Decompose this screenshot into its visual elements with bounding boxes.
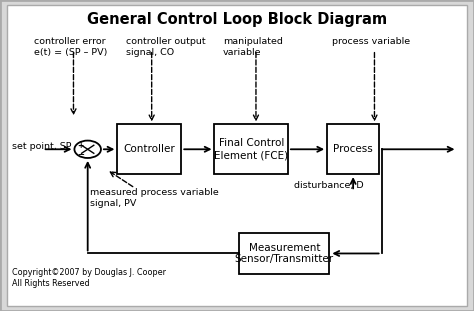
Text: Measurement
Sensor/Transmitter: Measurement Sensor/Transmitter [235,243,334,264]
FancyBboxPatch shape [214,124,288,174]
Text: Controller: Controller [123,144,175,154]
Text: measured process variable
signal, PV: measured process variable signal, PV [90,188,219,207]
Text: Process: Process [333,144,373,154]
Text: disturbance, D: disturbance, D [294,181,364,190]
Text: process variable: process variable [332,37,410,46]
Text: −: − [77,150,84,159]
Text: Copyright©2007 by Douglas J. Cooper
All Rights Reserved: Copyright©2007 by Douglas J. Cooper All … [12,268,166,288]
FancyBboxPatch shape [117,124,181,174]
Text: controller error
e(t) = (SP – PV): controller error e(t) = (SP – PV) [34,37,108,57]
Circle shape [74,141,101,158]
Text: General Control Loop Block Diagram: General Control Loop Block Diagram [87,12,387,27]
Text: set point, SP: set point, SP [12,142,72,151]
FancyBboxPatch shape [327,124,379,174]
FancyBboxPatch shape [239,233,329,274]
Text: controller output
signal, CO: controller output signal, CO [126,37,205,57]
Text: +: + [77,141,83,150]
Text: Final Control
Element (FCE): Final Control Element (FCE) [214,138,288,160]
FancyBboxPatch shape [7,5,467,306]
Text: manipulated
variable: manipulated variable [223,37,283,57]
